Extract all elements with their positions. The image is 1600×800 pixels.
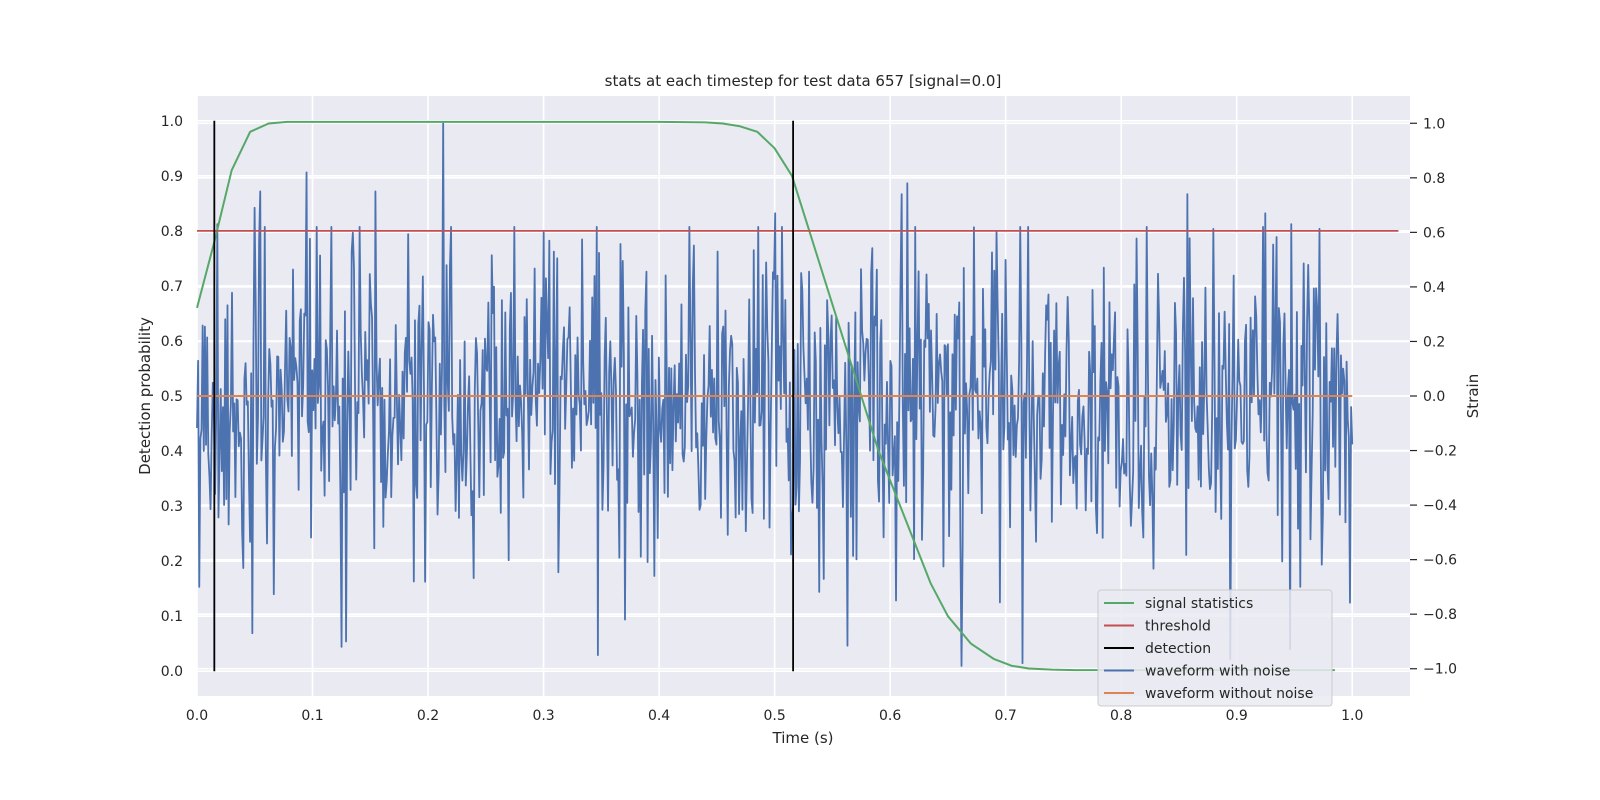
legend-box: [1097, 589, 1333, 707]
series-layer: [196, 120, 1399, 672]
x-tick-label: 0.1: [301, 708, 323, 724]
y2-axis-title: Strain: [1464, 374, 1482, 418]
y-tick-label: 0.5: [161, 389, 183, 405]
y2-tick-label: 0.6: [1423, 225, 1445, 241]
y-tick-label: 0.3: [161, 499, 183, 515]
y-tick-label: 0.8: [161, 224, 183, 240]
y-tick-label: 0.0: [161, 664, 183, 680]
legend-label: signal statistics: [1145, 596, 1253, 612]
x-tick-label: 0.9: [1226, 708, 1248, 724]
y2-tick-label: −0.6: [1423, 553, 1457, 569]
y2-tick-label: −0.8: [1423, 607, 1457, 623]
legend-label: threshold: [1145, 619, 1211, 635]
y-tick-label: 0.4: [161, 444, 183, 460]
y-tick-label: 0.1: [161, 609, 183, 625]
y2-tick-label: 0.2: [1423, 334, 1445, 350]
legend: signal statistics threshold detection wavef…: [1097, 589, 1333, 707]
x-axis-title: Time (s): [772, 729, 834, 747]
y2-tick-label: 0.0: [1423, 389, 1445, 405]
y2-tick-label: −0.4: [1423, 498, 1457, 514]
y2-tick-label: −0.2: [1423, 444, 1457, 460]
x-tick-label: 0.2: [417, 708, 439, 724]
y2-tick-label: −1.0: [1423, 662, 1457, 678]
legend-label: detection: [1145, 641, 1211, 657]
x-tick-label: 0.7: [995, 708, 1017, 724]
x-tick-label: 0.6: [879, 708, 901, 724]
legend-label: waveform with noise: [1145, 664, 1290, 680]
y-tick-label: 0.2: [161, 554, 183, 570]
ticks: 0.0 0.1 0.2 0.3 0.4 0.5 0.6 0.7 0.8 0.9 1.0 0.0 0.1 0…: [161, 114, 1457, 724]
y-tick-label: 0.9: [161, 169, 183, 185]
y-tick-label: 0.7: [161, 279, 183, 295]
series-signal-statistics: [196, 120, 1335, 672]
y-tick-label: 1.0: [161, 114, 183, 130]
y2-tick-label: 0.8: [1423, 171, 1445, 187]
x-tick-label: 0.8: [1110, 708, 1132, 724]
x-tick-label: 0.4: [648, 708, 670, 724]
x-tick-label: 0.5: [763, 708, 785, 724]
x-tick-label: 1.0: [1341, 708, 1363, 724]
y2-tick-label: 1.0: [1423, 116, 1445, 132]
chart-title: stats at each timestep for test data 657…: [605, 72, 1002, 90]
legend-label: waveform without noise: [1145, 686, 1313, 702]
y-axis-title: Detection probability: [136, 317, 154, 475]
y-tick-label: 0.6: [161, 334, 183, 350]
y2-tick-label: 0.4: [1423, 280, 1445, 296]
x-tick-label: 0.0: [186, 708, 208, 724]
x-tick-label: 0.3: [532, 708, 554, 724]
